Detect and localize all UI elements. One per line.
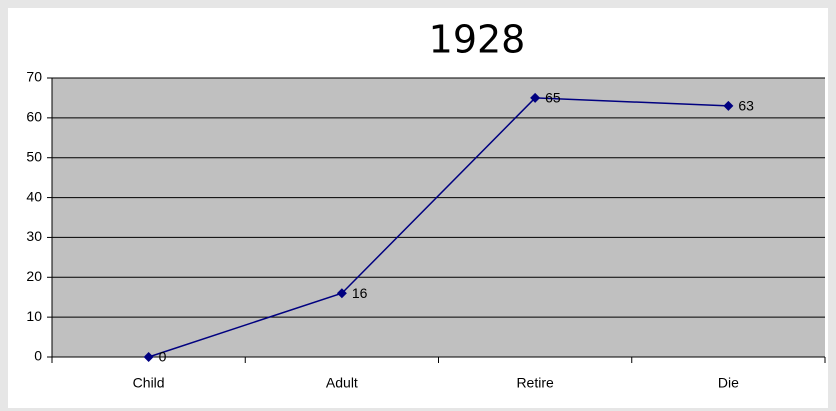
- data-point: [143, 352, 154, 362]
- data-point: [336, 288, 347, 299]
- x-tick-label: Die: [718, 375, 739, 391]
- data-label: 65: [545, 90, 561, 106]
- plot-area: [52, 78, 825, 357]
- x-tick-label: Child: [133, 375, 165, 391]
- y-tick-label: 60: [26, 109, 42, 125]
- data-point: [530, 92, 541, 103]
- y-tick-label: 0: [34, 348, 42, 364]
- data-label: 16: [352, 285, 368, 301]
- y-tick-label: 20: [26, 268, 42, 284]
- y-tick-label: 10: [26, 308, 42, 324]
- y-tick-label: 40: [26, 188, 42, 204]
- y-tick-label: 30: [26, 228, 42, 244]
- y-tick-label: 50: [26, 148, 42, 164]
- x-tick-label: Adult: [326, 375, 358, 391]
- data-line: [148, 97, 729, 358]
- chart-title: 1928: [429, 18, 526, 62]
- y-tick-label: 70: [26, 69, 42, 85]
- data-label: 0: [159, 349, 167, 365]
- x-tick-label: Retire: [516, 375, 554, 391]
- data-label: 63: [738, 98, 754, 114]
- data-point: [723, 100, 734, 111]
